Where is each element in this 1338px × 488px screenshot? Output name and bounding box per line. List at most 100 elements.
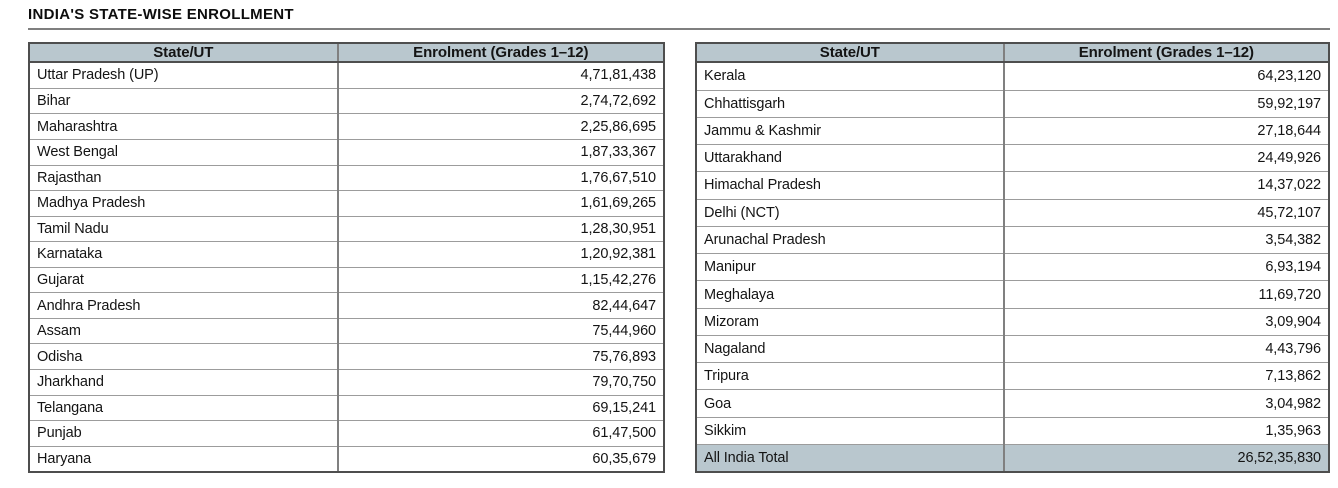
enrolment-value-cell: 2,25,86,695 [337, 113, 663, 140]
state-cell: Madhya Pradesh [30, 190, 339, 217]
table-row: Arunachal Pradesh 3,54,382 [697, 225, 1328, 254]
title-rule [28, 28, 1330, 30]
enrolment-value-cell: 75,76,893 [337, 343, 663, 370]
enrollment-table-right-grid: State/UT Enrolment (Grades 1–12) Kerala 6… [697, 44, 1328, 471]
enrolment-value-cell: 24,49,926 [1003, 144, 1328, 172]
page-title: INDIA'S STATE-WISE ENROLLMENT [28, 6, 294, 23]
table-row: Sikkim 1,35,963 [697, 416, 1328, 445]
table-row: Delhi (NCT) 45,72,107 [697, 198, 1328, 227]
enrolment-value-cell: 4,43,796 [1003, 334, 1328, 363]
table-row: Assam 75,44,960 [30, 317, 663, 344]
state-cell: Jammu & Kashmir [697, 116, 1005, 145]
enrolment-value-cell: 61,47,500 [337, 420, 663, 447]
enrolment-value-cell: 1,28,30,951 [337, 215, 663, 242]
enrolment-value-cell: 75,44,960 [337, 317, 663, 344]
table-row: Gujarat 1,15,42,276 [30, 266, 663, 293]
table-row: Himachal Pradesh 14,37,022 [697, 171, 1328, 200]
table-row: Maharashtra 2,25,86,695 [30, 113, 663, 140]
enrolment-value-cell: 3,04,982 [1003, 389, 1328, 418]
enrolment-value-cell: 1,15,42,276 [337, 266, 663, 293]
state-cell: Uttarakhand [697, 144, 1005, 172]
enrolment-value-cell: 59,92,197 [1003, 89, 1328, 118]
table-header-row: State/UT Enrolment (Grades 1–12) [30, 44, 663, 63]
state-cell: Assam [30, 317, 339, 344]
column-header-enrolment: Enrolment (Grades 1–12) [1003, 44, 1328, 63]
table-row: Uttar Pradesh (UP) 4,71,81,438 [30, 62, 663, 89]
state-cell: Andhra Pradesh [30, 292, 339, 319]
column-header-state: State/UT [30, 44, 339, 63]
column-header-state: State/UT [697, 44, 1005, 63]
enrolment-value-cell: 2,74,72,692 [337, 87, 663, 114]
enrolment-value-cell: 60,35,679 [337, 445, 663, 471]
enrolment-value-cell: 1,87,33,367 [337, 138, 663, 165]
enrolment-value-cell: 6,93,194 [1003, 253, 1328, 281]
table-row: Madhya Pradesh 1,61,69,265 [30, 190, 663, 217]
state-cell: Haryana [30, 445, 339, 471]
table-row: Uttarakhand 24,49,926 [697, 144, 1328, 172]
table-row: Punjab 61,47,500 [30, 420, 663, 447]
state-cell: Goa [697, 389, 1005, 418]
table-row: Chhattisgarh 59,92,197 [697, 89, 1328, 118]
table-row: Kerala 64,23,120 [697, 62, 1328, 91]
enrolment-value-cell: 45,72,107 [1003, 198, 1328, 227]
state-cell: Tripura [697, 362, 1005, 390]
enrolment-value-cell: 7,13,862 [1003, 362, 1328, 390]
table-row: Mizoram 3,09,904 [697, 307, 1328, 336]
table-row: Andhra Pradesh 82,44,647 [30, 292, 663, 319]
enrollment-table-left-grid: State/UT Enrolment (Grades 1–12) Uttar P… [30, 44, 663, 471]
enrolment-value-cell: 82,44,647 [337, 292, 663, 319]
enrolment-value-cell: 1,35,963 [1003, 416, 1328, 445]
table-row: West Bengal 1,87,33,367 [30, 138, 663, 165]
state-cell: Kerala [697, 62, 1005, 91]
table-row: Jharkhand 79,70,750 [30, 369, 663, 396]
enrolment-value-cell: 11,69,720 [1003, 280, 1328, 309]
enrollment-table-right: State/UT Enrolment (Grades 1–12) Kerala 6… [695, 42, 1330, 473]
state-cell: Bihar [30, 87, 339, 114]
state-cell: Telangana [30, 394, 339, 421]
enrolment-value-cell: 1,61,69,265 [337, 190, 663, 217]
enrolment-value-cell: 4,71,81,438 [580, 67, 657, 84]
enrolment-value-cell: 3,54,382 [1003, 225, 1328, 254]
table-row: Haryana 60,35,679 [30, 445, 663, 471]
state-cell: Meghalaya [697, 280, 1005, 309]
enrolment-value-cell: 69,15,241 [337, 394, 663, 421]
state-cell: Sikkim [697, 416, 1005, 445]
enrolment-value-cell: 64,23,120 [1257, 68, 1321, 85]
table-row: Tamil Nadu 1,28,30,951 [30, 215, 663, 242]
state-cell: Odisha [30, 343, 339, 370]
table-row: Tripura 7,13,862 [697, 362, 1328, 390]
table-row: Karnataka 1,20,92,381 [30, 241, 663, 268]
state-cell: Gujarat [30, 266, 339, 293]
table-header-row: State/UT Enrolment (Grades 1–12) [697, 44, 1328, 63]
table-row: Bihar 2,74,72,692 [30, 87, 663, 114]
table-row: Jammu & Kashmir 27,18,644 [697, 116, 1328, 145]
enrolment-value-cell: 3,09,904 [1003, 307, 1328, 336]
state-cell: Punjab [30, 420, 339, 447]
state-cell: Himachal Pradesh [697, 171, 1005, 200]
state-cell: Jharkhand [30, 369, 339, 396]
state-cell: All India Total [697, 444, 1005, 471]
enrolment-value-cell: 79,70,750 [337, 369, 663, 396]
state-cell: Mizoram [697, 307, 1005, 336]
enrollment-table-left: State/UT Enrolment (Grades 1–12) Uttar P… [28, 42, 665, 473]
state-cell: Arunachal Pradesh [697, 225, 1005, 254]
enrolment-value-cell: 27,18,644 [1003, 116, 1328, 145]
state-cell: Delhi (NCT) [697, 198, 1005, 227]
state-cell: Rajasthan [30, 164, 339, 191]
table-row: Goa 3,04,982 [697, 389, 1328, 418]
state-cell: Chhattisgarh [697, 89, 1005, 118]
enrolment-value-cell: 14,37,022 [1003, 171, 1328, 200]
enrolment-value-cell: 1,76,67,510 [337, 164, 663, 191]
table-row: Odisha 75,76,893 [30, 343, 663, 370]
state-cell: West Bengal [30, 138, 339, 165]
enrolment-value-cell: 26,52,35,830 [1003, 444, 1328, 471]
table-row: Manipur 6,93,194 [697, 253, 1328, 281]
state-cell: Nagaland [697, 334, 1005, 363]
table-row: Rajasthan 1,76,67,510 [30, 164, 663, 191]
table-row: Telangana 69,15,241 [30, 394, 663, 421]
column-header-enrolment: Enrolment (Grades 1–12) [337, 44, 663, 63]
state-cell: Uttar Pradesh (UP) [30, 62, 339, 89]
table-row: Meghalaya 11,69,720 [697, 280, 1328, 309]
state-cell: Karnataka [30, 241, 339, 268]
